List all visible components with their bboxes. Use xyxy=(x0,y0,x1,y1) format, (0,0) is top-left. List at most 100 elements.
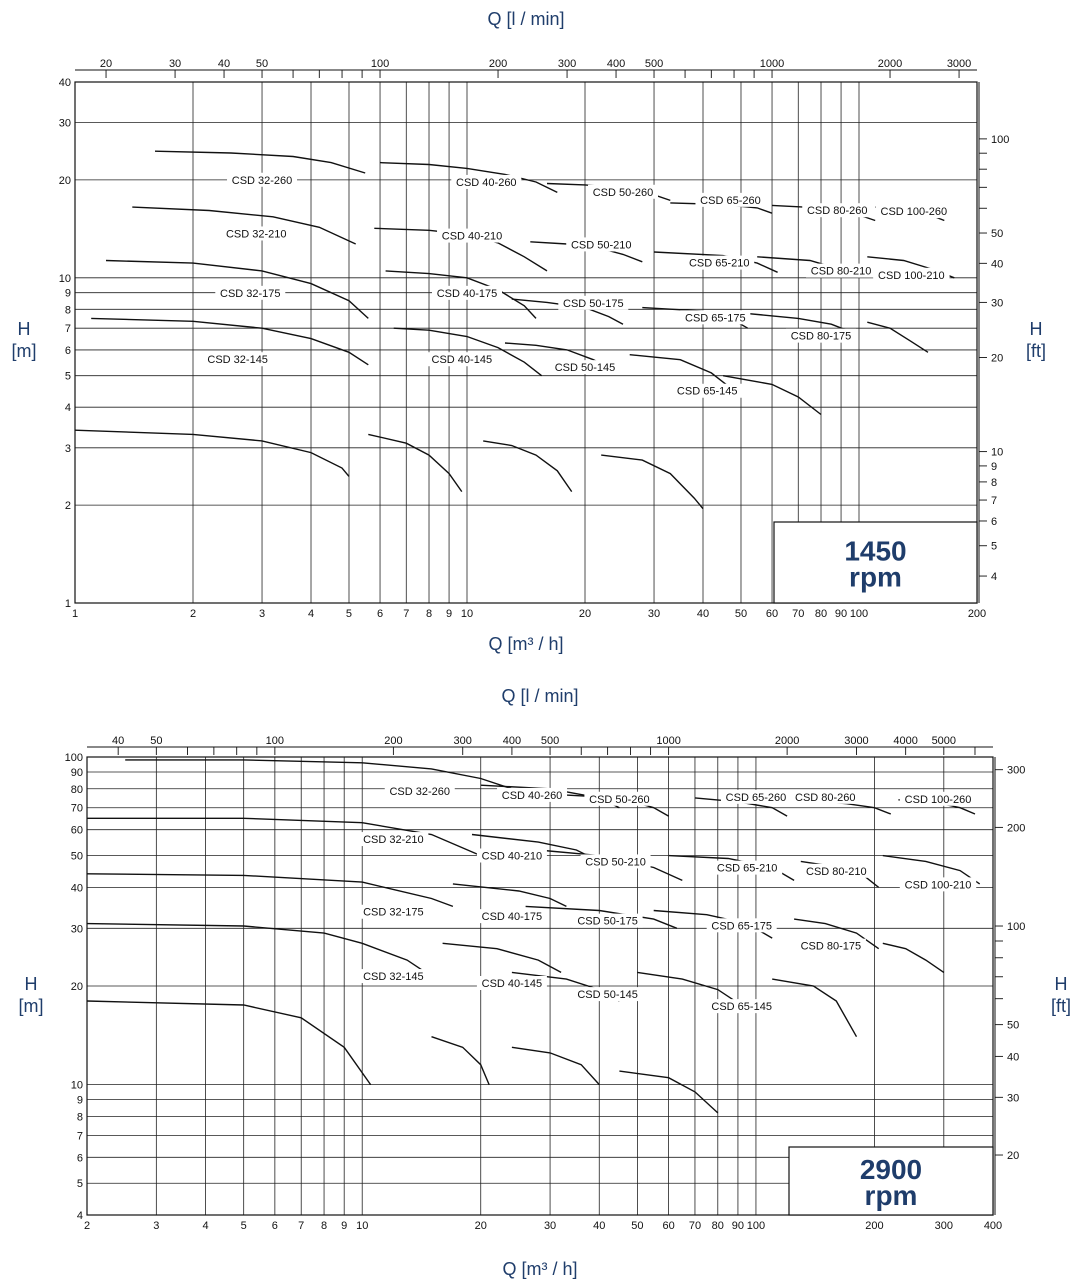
right-tick-label: 20 xyxy=(1007,1150,1019,1162)
curve-label-bg xyxy=(790,789,861,804)
right-tick-label: 7 xyxy=(991,495,997,507)
pump-curve xyxy=(442,942,562,974)
y-tick-label: 8 xyxy=(65,304,71,316)
curve-label-bg xyxy=(672,383,743,398)
top-tick-label: 2000 xyxy=(878,58,902,70)
x-tick-label: 4 xyxy=(202,1220,208,1232)
curve-label: CSD 40-210 xyxy=(442,231,503,243)
curve-label-bg xyxy=(476,976,547,990)
curve-label-bg xyxy=(706,918,777,933)
curve-label: CSD 65-210 xyxy=(689,258,750,270)
pump-curve xyxy=(368,433,463,493)
pump-curve xyxy=(154,150,366,174)
top-tick-label: 300 xyxy=(558,58,576,70)
curve-label: CSD 40-260 xyxy=(502,790,563,802)
curve-label-bg xyxy=(358,832,429,847)
curve-label-bg xyxy=(706,999,777,1014)
curve-label: CSD 32-260 xyxy=(389,786,450,798)
right-tick-label: 200 xyxy=(1007,822,1025,834)
x-tick-label: 60 xyxy=(766,608,778,620)
pump-curve xyxy=(431,1036,490,1085)
x-tick-label: 30 xyxy=(648,608,660,620)
curve-label-bg xyxy=(572,987,643,1002)
pump-curve xyxy=(882,942,945,973)
curve-label: CSD 40-260 xyxy=(456,177,517,189)
y-tick-label: 5 xyxy=(65,371,71,383)
y-tick-label: 8 xyxy=(77,1111,83,1123)
curve-label: CSD 40-175 xyxy=(482,911,543,923)
top-axis-title: Q [l / min] xyxy=(487,9,564,29)
pump-curve xyxy=(722,375,822,416)
curve-label: CSD 65-260 xyxy=(726,792,787,804)
x-tick-label: 50 xyxy=(631,1220,643,1232)
right-axis-title: [ft] xyxy=(1026,341,1046,361)
y-tick-label: 30 xyxy=(59,118,71,130)
pump-curve xyxy=(393,327,543,377)
bottom-axis-title: Q [m³ / h] xyxy=(488,634,563,654)
top-tick-label: 40 xyxy=(218,58,230,70)
x-tick-label: 10 xyxy=(461,608,473,620)
x-tick-label: 7 xyxy=(403,608,409,620)
plot-frame xyxy=(86,756,994,1216)
y-tick-label: 2 xyxy=(65,500,71,512)
y-tick-label: 100 xyxy=(65,752,83,764)
curve-label: CSD 100-210 xyxy=(905,879,972,891)
x-tick-label: 2 xyxy=(190,608,196,620)
curve-label-bg xyxy=(584,791,655,806)
x-tick-label: 50 xyxy=(735,608,747,620)
pump-curve xyxy=(772,978,858,1038)
curve-label-bg xyxy=(786,328,857,343)
right-tick-label: 100 xyxy=(1007,921,1025,933)
right-tick-label: 300 xyxy=(1007,765,1025,777)
pump-curve xyxy=(740,312,847,331)
top-tick-label: 3000 xyxy=(947,58,971,70)
curve-label-bg xyxy=(802,203,873,218)
curve-label: CSD 50-210 xyxy=(571,239,632,251)
y-tick-label: 40 xyxy=(59,77,71,89)
top-tick-label: 100 xyxy=(371,58,389,70)
y-tick-label: 7 xyxy=(77,1130,83,1142)
y-tick-label: 6 xyxy=(77,1152,83,1164)
curve-label: CSD 100-260 xyxy=(881,206,948,218)
x-tick-label: 90 xyxy=(732,1220,744,1232)
curve-label-bg xyxy=(202,352,273,367)
x-tick-label: 60 xyxy=(662,1220,674,1232)
curve-label: CSD 65-145 xyxy=(677,386,738,398)
x-tick-label: 8 xyxy=(321,1220,327,1232)
y-tick-label: 1 xyxy=(65,598,71,610)
top-tick-label: 3000 xyxy=(844,735,868,747)
bottom-axis-title: Q [m³ / h] xyxy=(502,1259,577,1279)
top-tick-label: 200 xyxy=(384,735,402,747)
right-tick-label: 50 xyxy=(1007,1020,1019,1032)
curve-label: CSD 32-260 xyxy=(232,175,293,187)
x-tick-label: 70 xyxy=(792,608,804,620)
x-tick-label: 200 xyxy=(865,1220,883,1232)
top-tick-label: 50 xyxy=(150,735,162,747)
curve-label-bg xyxy=(550,360,621,375)
curve-label: CSD 40-145 xyxy=(432,354,493,366)
x-tick-label: 6 xyxy=(377,608,383,620)
curve-label-bg xyxy=(451,174,522,189)
y-tick-label: 4 xyxy=(77,1210,83,1222)
curve-label-bg xyxy=(384,784,455,799)
rpm-box xyxy=(773,521,978,604)
y-tick-label: 10 xyxy=(71,1080,83,1092)
curve-label-bg xyxy=(358,969,429,984)
top-tick-label: 20 xyxy=(100,58,112,70)
curve-label: CSD 40-175 xyxy=(437,288,498,300)
curve-label: CSD 32-145 xyxy=(207,354,268,366)
curve-label-bg xyxy=(695,192,766,207)
x-tick-label: 200 xyxy=(968,608,986,620)
right-tick-label: 30 xyxy=(1007,1092,1019,1104)
top-tick-label: 5000 xyxy=(932,735,956,747)
top-tick-label: 2000 xyxy=(775,735,799,747)
curve-label: CSD 50-260 xyxy=(593,187,654,199)
curve-label: CSD 32-145 xyxy=(363,971,424,983)
right-tick-label: 5 xyxy=(991,541,997,553)
curve-label-bg xyxy=(806,263,877,278)
curve-label-bg xyxy=(899,791,977,806)
curve-label: CSD 32-175 xyxy=(363,907,424,919)
pump-curve xyxy=(385,270,537,319)
curve-label: CSD 50-175 xyxy=(577,916,638,928)
